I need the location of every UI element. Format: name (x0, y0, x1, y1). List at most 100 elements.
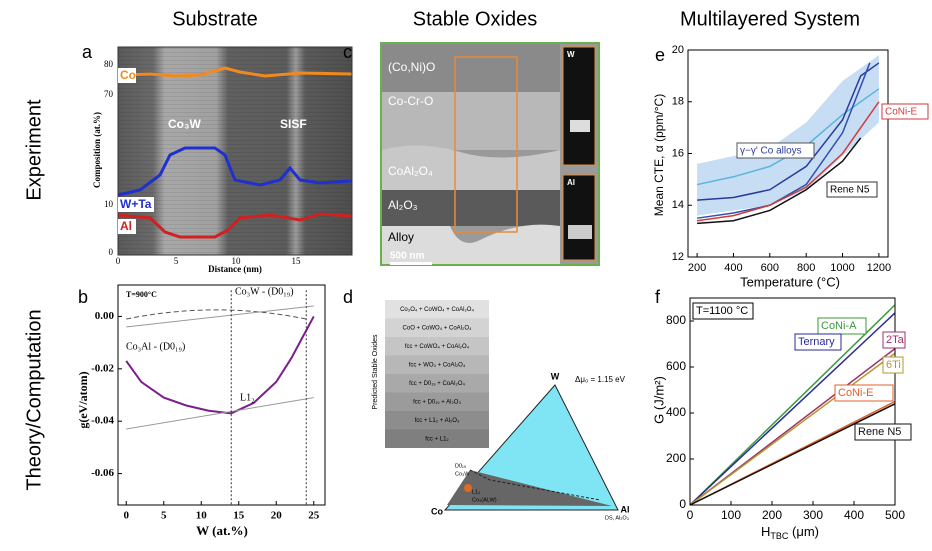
label: 500 nm (390, 251, 425, 262)
axis-title: g(eV/atom) (76, 371, 90, 428)
list-title: Predicted Stable Oxides (372, 334, 379, 410)
phase-label: fcc + WO₃ + CoAl₂O₄ (409, 363, 466, 369)
tick-label: 12 (672, 251, 684, 263)
tick-label: 600 (666, 359, 686, 373)
tick-label: 70 (104, 89, 114, 99)
profile (117, 66, 353, 78)
series-label: 2Ta (886, 334, 905, 346)
tick-label: 10 (196, 510, 208, 522)
series-line (697, 137, 862, 225)
plot-frame (689, 297, 896, 506)
axis-title-part: TBC (770, 531, 789, 541)
tick-label: 20 (271, 510, 283, 522)
series-label: Ternary (798, 336, 835, 348)
inset-signal (568, 225, 592, 239)
texture (118, 47, 352, 255)
series-line (696, 62, 871, 219)
label: Co₃W (168, 117, 202, 131)
series-label: CoNi-E (885, 107, 918, 118)
panel-letter: d (343, 287, 353, 307)
label: Al₂O₃ (388, 198, 418, 212)
phase-row (385, 318, 489, 337)
layer (382, 44, 560, 92)
tick-label: 100 (721, 508, 741, 522)
series-label: Rene N5 (830, 185, 870, 196)
oxide-list (385, 300, 489, 448)
column-header: Substrate (172, 8, 258, 30)
label: Co₃W (455, 471, 470, 477)
label: W (551, 371, 560, 381)
series-line (689, 403, 896, 506)
series-label-box (794, 333, 842, 351)
label: Co (431, 506, 443, 516)
panel-letter: e (655, 45, 665, 65)
series-line (697, 62, 880, 201)
scale-bar (390, 262, 432, 265)
tick-label: 300 (803, 508, 823, 522)
scatter-band (697, 55, 879, 216)
tick-label: 25 (308, 510, 320, 522)
label: Al (621, 504, 630, 514)
label: SISF (280, 117, 307, 131)
tick-label: 15 (233, 510, 245, 522)
profile (117, 212, 353, 239)
tick-label: 1000 (830, 262, 854, 274)
annotation: L1₂ (240, 392, 255, 403)
label: D0₁₉ (455, 463, 466, 469)
label-bg (118, 197, 154, 212)
phase-label: fcc + L1₂ (425, 437, 449, 443)
label: W (567, 50, 575, 59)
label: L1₂ (472, 489, 480, 495)
label: CoAl₂O₄ (388, 164, 433, 178)
tick-label: 600 (761, 262, 779, 274)
panel-letter: b (78, 287, 88, 307)
series-line (125, 315, 315, 415)
tangent (126, 397, 314, 430)
layer (382, 190, 560, 226)
panel-letter: a (82, 42, 93, 62)
series-label-box (834, 384, 894, 402)
axis-title-part: H (761, 524, 770, 539)
series-line (689, 352, 896, 506)
marker (464, 484, 472, 492)
plot-frame (117, 284, 326, 506)
boundary (469, 469, 601, 501)
axis-title: W (at.%) (196, 523, 248, 538)
tick-label: 0 (679, 497, 686, 511)
annotation: Co₃W - (D0₁₉) (235, 286, 294, 297)
column-header: Stable Oxides (413, 8, 538, 30)
phase-label: fcc + CoWO₄ + CoAl₂O₄ (405, 344, 470, 350)
tick-label: 16 (672, 147, 684, 159)
tick-label: 800 (666, 313, 686, 327)
layer (382, 145, 560, 190)
tick-label: 400 (666, 405, 686, 419)
tick-label: 18 (672, 96, 684, 108)
tick-label: 800 (797, 262, 815, 274)
tick-label: 200 (688, 262, 706, 274)
label: Co-Cr-O (388, 94, 433, 108)
tick-label: -0.06 (91, 467, 114, 479)
panel-letter: f (655, 287, 661, 307)
row-header: Experiment (23, 99, 45, 201)
tick-label: 5 (174, 256, 179, 266)
label-bg (118, 68, 136, 83)
axis-title-part: (μm) (788, 524, 819, 539)
tick-label: 1200 (867, 262, 891, 274)
layer (382, 224, 560, 264)
annotation: T=1100 °C (696, 305, 748, 317)
series-line (689, 304, 896, 506)
inset (562, 174, 596, 261)
label: Co (120, 68, 136, 82)
label: DS, Al₂O₃ (605, 515, 629, 521)
tick-label: 14 (672, 199, 684, 211)
phase-label: fcc + D0₁₉ + CoAl₂O₄ (409, 381, 465, 387)
label: Co₃(Al,W) (472, 497, 497, 503)
series-label-box (817, 317, 867, 335)
phase-label: fcc + D0₁₉ + Al₂O₃ (413, 400, 461, 406)
annotation: γ−γ' Co alloys (740, 146, 802, 157)
tick-label: 400 (724, 262, 742, 274)
phase-row (385, 411, 489, 430)
tick-label: 10 (232, 256, 242, 266)
region-box (454, 56, 518, 233)
phase-row (385, 337, 489, 356)
